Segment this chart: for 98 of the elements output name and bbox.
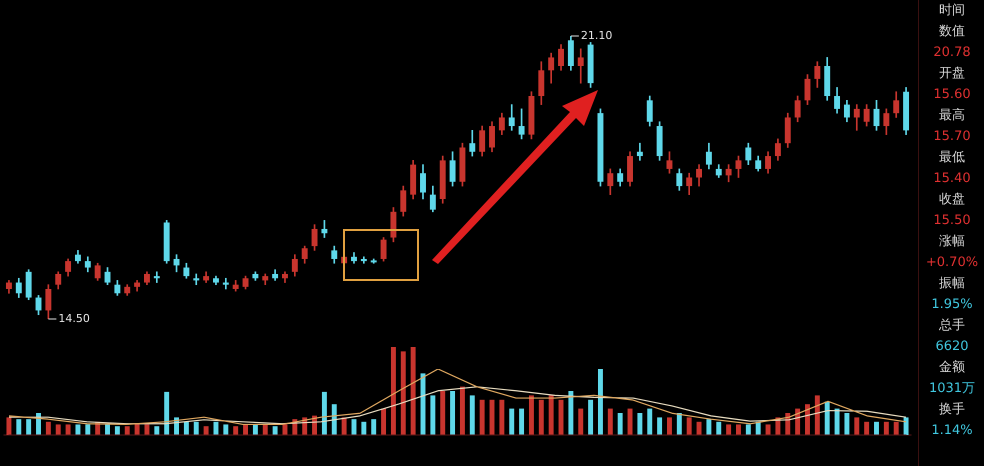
bar — [834, 408, 840, 435]
bar — [538, 400, 544, 435]
text: 15.40 — [932, 170, 972, 188]
bar — [204, 426, 209, 435]
bar — [904, 417, 909, 435]
bar — [824, 402, 830, 435]
bar — [568, 391, 574, 435]
bar — [864, 422, 870, 435]
bar — [440, 391, 446, 435]
bar — [608, 408, 613, 435]
bar — [233, 426, 238, 435]
bar — [46, 422, 51, 435]
text: 20.78 — [932, 44, 972, 62]
bar — [66, 424, 71, 435]
bar — [282, 424, 288, 435]
bar — [114, 426, 120, 435]
text: 6620 — [934, 338, 970, 356]
bar — [558, 400, 564, 435]
bar — [519, 408, 524, 435]
bar — [26, 419, 32, 435]
bar — [243, 424, 248, 435]
bar — [805, 404, 810, 435]
bar — [154, 426, 160, 435]
bar — [184, 422, 189, 435]
bar — [490, 400, 494, 435]
bar — [381, 408, 386, 435]
bar — [696, 422, 702, 435]
bar — [746, 424, 751, 435]
bar — [618, 413, 623, 435]
bar — [144, 424, 150, 435]
bar — [272, 426, 278, 435]
text: 15.70 — [932, 128, 972, 146]
bar — [371, 419, 376, 435]
text: 1.95% — [930, 296, 974, 314]
bar — [628, 408, 632, 435]
bar — [75, 424, 80, 435]
bar — [874, 422, 879, 435]
bar — [667, 417, 672, 435]
bar — [736, 424, 741, 435]
bar — [85, 424, 90, 435]
bar — [6, 417, 12, 435]
bar — [528, 395, 534, 435]
bar — [509, 408, 514, 435]
bar — [499, 400, 504, 435]
bar — [814, 395, 820, 435]
bar — [647, 408, 652, 435]
bar — [578, 408, 584, 435]
annotation: 21.10 — [580, 28, 612, 42]
bar — [637, 413, 642, 435]
bar — [844, 413, 850, 435]
text: 数值 — [938, 23, 966, 41]
bar — [342, 417, 347, 435]
text: 1.14% — [930, 422, 974, 440]
bar — [726, 424, 732, 435]
text: 振幅 — [938, 275, 966, 293]
bar — [884, 422, 889, 435]
text: 15.50 — [932, 212, 972, 230]
bar — [657, 417, 662, 435]
bar — [598, 369, 603, 435]
bar — [894, 422, 899, 435]
text: 总手 — [938, 317, 966, 335]
bar — [105, 424, 110, 435]
bar — [548, 395, 554, 435]
bar — [214, 422, 218, 435]
bar — [430, 395, 436, 435]
text: 开盘 — [938, 65, 966, 83]
bar — [223, 424, 228, 435]
text: 1031万 — [928, 380, 976, 398]
bar — [450, 391, 456, 435]
bar — [766, 424, 771, 435]
bar — [164, 392, 170, 435]
bar — [134, 424, 140, 435]
text: 时间 — [938, 2, 966, 20]
text: 15.60 — [932, 86, 972, 104]
bar — [252, 424, 258, 435]
text: 涨幅 — [938, 233, 966, 251]
text: 最低 — [938, 149, 966, 167]
bar — [460, 386, 465, 435]
bar — [352, 419, 356, 435]
bar — [16, 419, 22, 435]
bar — [795, 408, 800, 435]
bar — [361, 422, 366, 435]
bar — [420, 373, 426, 435]
text: +0.70% — [924, 254, 980, 272]
annotation: 14.50 — [58, 312, 90, 325]
bar — [588, 400, 594, 435]
text: 收盘 — [938, 191, 966, 209]
bar — [322, 392, 327, 435]
text: 换手 — [938, 401, 966, 419]
bar — [410, 347, 416, 435]
bar — [676, 413, 682, 435]
bar — [470, 395, 475, 435]
bar — [480, 400, 485, 435]
bar — [706, 419, 712, 435]
bar — [686, 417, 692, 435]
text: 最高 — [938, 107, 966, 125]
text: 金额 — [938, 359, 966, 377]
bar — [390, 347, 396, 435]
